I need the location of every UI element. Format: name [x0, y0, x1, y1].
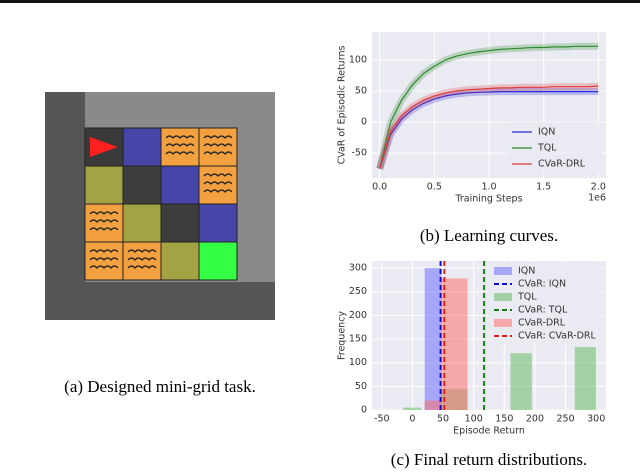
legend-swatch [494, 267, 512, 275]
legend-swatch [494, 293, 512, 301]
legend-label: CVaR: CVaR-DRL [518, 331, 597, 342]
x-offset-label: 1e6 [588, 193, 606, 204]
lava-wave [203, 189, 233, 193]
cell [122, 241, 162, 281]
y-tick-label: 150 [349, 334, 367, 345]
cell [84, 241, 124, 281]
x-tick-label: -50 [374, 414, 390, 425]
histogram-bar [574, 347, 597, 410]
top-border [0, 0, 640, 3]
line [379, 45, 599, 169]
legend-label: IQN [538, 127, 555, 138]
lava-wave [203, 135, 233, 139]
caption-a: (a) Designed mini-grid task. [64, 377, 256, 396]
lava-wave [203, 181, 233, 185]
lava-wave [89, 265, 119, 269]
x-tick-label: 0.5 [427, 182, 442, 193]
y-axis-label: Frequency [337, 311, 348, 360]
legend-label: CVaR-DRL [518, 318, 566, 329]
histogram-bar [510, 353, 532, 410]
caption: (b) Learning curves. [420, 226, 558, 245]
legend-swatch [494, 319, 512, 327]
lava-wave [127, 265, 157, 269]
legend-label: CVaR: TQL [518, 305, 568, 316]
cell [160, 127, 200, 167]
cell [160, 165, 200, 205]
x-tick-label: 150 [495, 414, 513, 425]
cell [160, 203, 200, 243]
cell [198, 127, 238, 167]
x-axis-label: Episode Return [453, 426, 525, 437]
legend-label: CVaR: IQN [518, 279, 566, 290]
lava-wave [89, 249, 119, 253]
lava-wave [203, 173, 233, 177]
lava-wave [165, 143, 195, 147]
cell [198, 241, 238, 281]
cell [84, 203, 124, 243]
cell [122, 127, 162, 167]
y-tick-label: 50 [355, 86, 367, 97]
histogram-bar [424, 268, 442, 410]
legend-box [488, 263, 604, 345]
histogram-bar [441, 278, 468, 410]
lava-wave [127, 257, 157, 261]
x-tick-label: 50 [437, 414, 449, 425]
legend-label: CVaR-DRL [538, 159, 586, 170]
x-tick-label: 300 [587, 414, 605, 425]
lava-wave [89, 257, 119, 261]
x-tick-label: 100 [465, 414, 483, 425]
histogram-bar [403, 407, 422, 410]
lava-wave [203, 143, 233, 147]
lava-wave [127, 249, 157, 253]
lava-wave [165, 135, 195, 139]
cell [122, 203, 162, 243]
mini-grid-image [45, 92, 275, 320]
cell [198, 165, 238, 205]
x-tick-label: 0.0 [372, 182, 387, 193]
y-tick-label: 0 [361, 405, 367, 416]
line [379, 91, 599, 169]
y-tick-label: 200 [349, 310, 367, 321]
caption: (c) Final return distributions. [391, 450, 587, 469]
x-tick-label: 200 [526, 414, 544, 425]
x-tick-label: 0 [409, 414, 415, 425]
agent [90, 137, 118, 157]
legend-label: TQL [537, 143, 557, 154]
cell [122, 165, 162, 205]
y-tick-label: 50 [355, 381, 367, 392]
y-axis-label: CVaR of Episodic Returns [337, 46, 348, 165]
cell [198, 203, 238, 243]
y-tick-label: 100 [349, 357, 367, 368]
legend-label: IQN [518, 266, 535, 277]
y-tick-label: 300 [349, 263, 367, 274]
x-tick-label: 2.0 [591, 182, 606, 193]
y-tick-label: 0 [361, 117, 367, 128]
x-tick-label: 250 [557, 414, 575, 425]
lava-wave [89, 211, 119, 215]
x-axis-label: Training Steps [454, 194, 522, 205]
x-tick-label: 1.5 [536, 182, 551, 193]
cell [160, 241, 200, 281]
lava-wave [89, 227, 119, 231]
lava-wave [89, 219, 119, 223]
histogram-bar [424, 400, 442, 410]
line [379, 85, 599, 169]
x-tick-label: 1.0 [481, 182, 496, 193]
y-tick-label: -50 [351, 148, 367, 159]
y-tick-label: 100 [349, 54, 367, 65]
cell [84, 165, 124, 205]
lava-wave [165, 151, 195, 155]
legend-label: TQL [517, 292, 537, 303]
y-tick-label: 250 [349, 286, 367, 297]
lava-wave [203, 151, 233, 155]
